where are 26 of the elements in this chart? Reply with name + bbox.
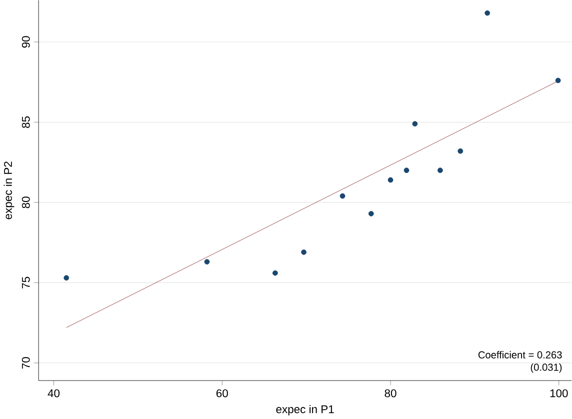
point bbox=[272, 270, 278, 276]
x-axis-title: expec in P1 bbox=[276, 404, 334, 416]
x-tick-label: 100 bbox=[550, 389, 568, 398]
x-tick-label: 80 bbox=[384, 389, 396, 398]
point bbox=[412, 121, 418, 126]
annotation: (0.031) bbox=[530, 363, 562, 373]
point bbox=[340, 193, 346, 199]
x-tick-label: 60 bbox=[216, 389, 228, 398]
point bbox=[484, 10, 490, 16]
point bbox=[368, 210, 374, 216]
point bbox=[301, 249, 306, 255]
point bbox=[404, 168, 410, 173]
point bbox=[204, 259, 210, 264]
annotation: Coefficient = 0.263 bbox=[478, 350, 562, 358]
point bbox=[458, 148, 464, 154]
y-tick-label: 90 bbox=[22, 36, 30, 48]
point bbox=[555, 78, 561, 84]
y-tick-label: 75 bbox=[22, 276, 30, 288]
y-tick-label: 85 bbox=[22, 116, 30, 128]
point bbox=[438, 168, 443, 173]
point bbox=[388, 177, 394, 183]
y-tick-label: 70 bbox=[22, 357, 30, 368]
y-axis-title: expec in P2 bbox=[4, 162, 14, 220]
y-tick-label: 80 bbox=[22, 196, 30, 208]
x-tick-label: 40 bbox=[48, 389, 60, 398]
point bbox=[64, 275, 70, 280]
